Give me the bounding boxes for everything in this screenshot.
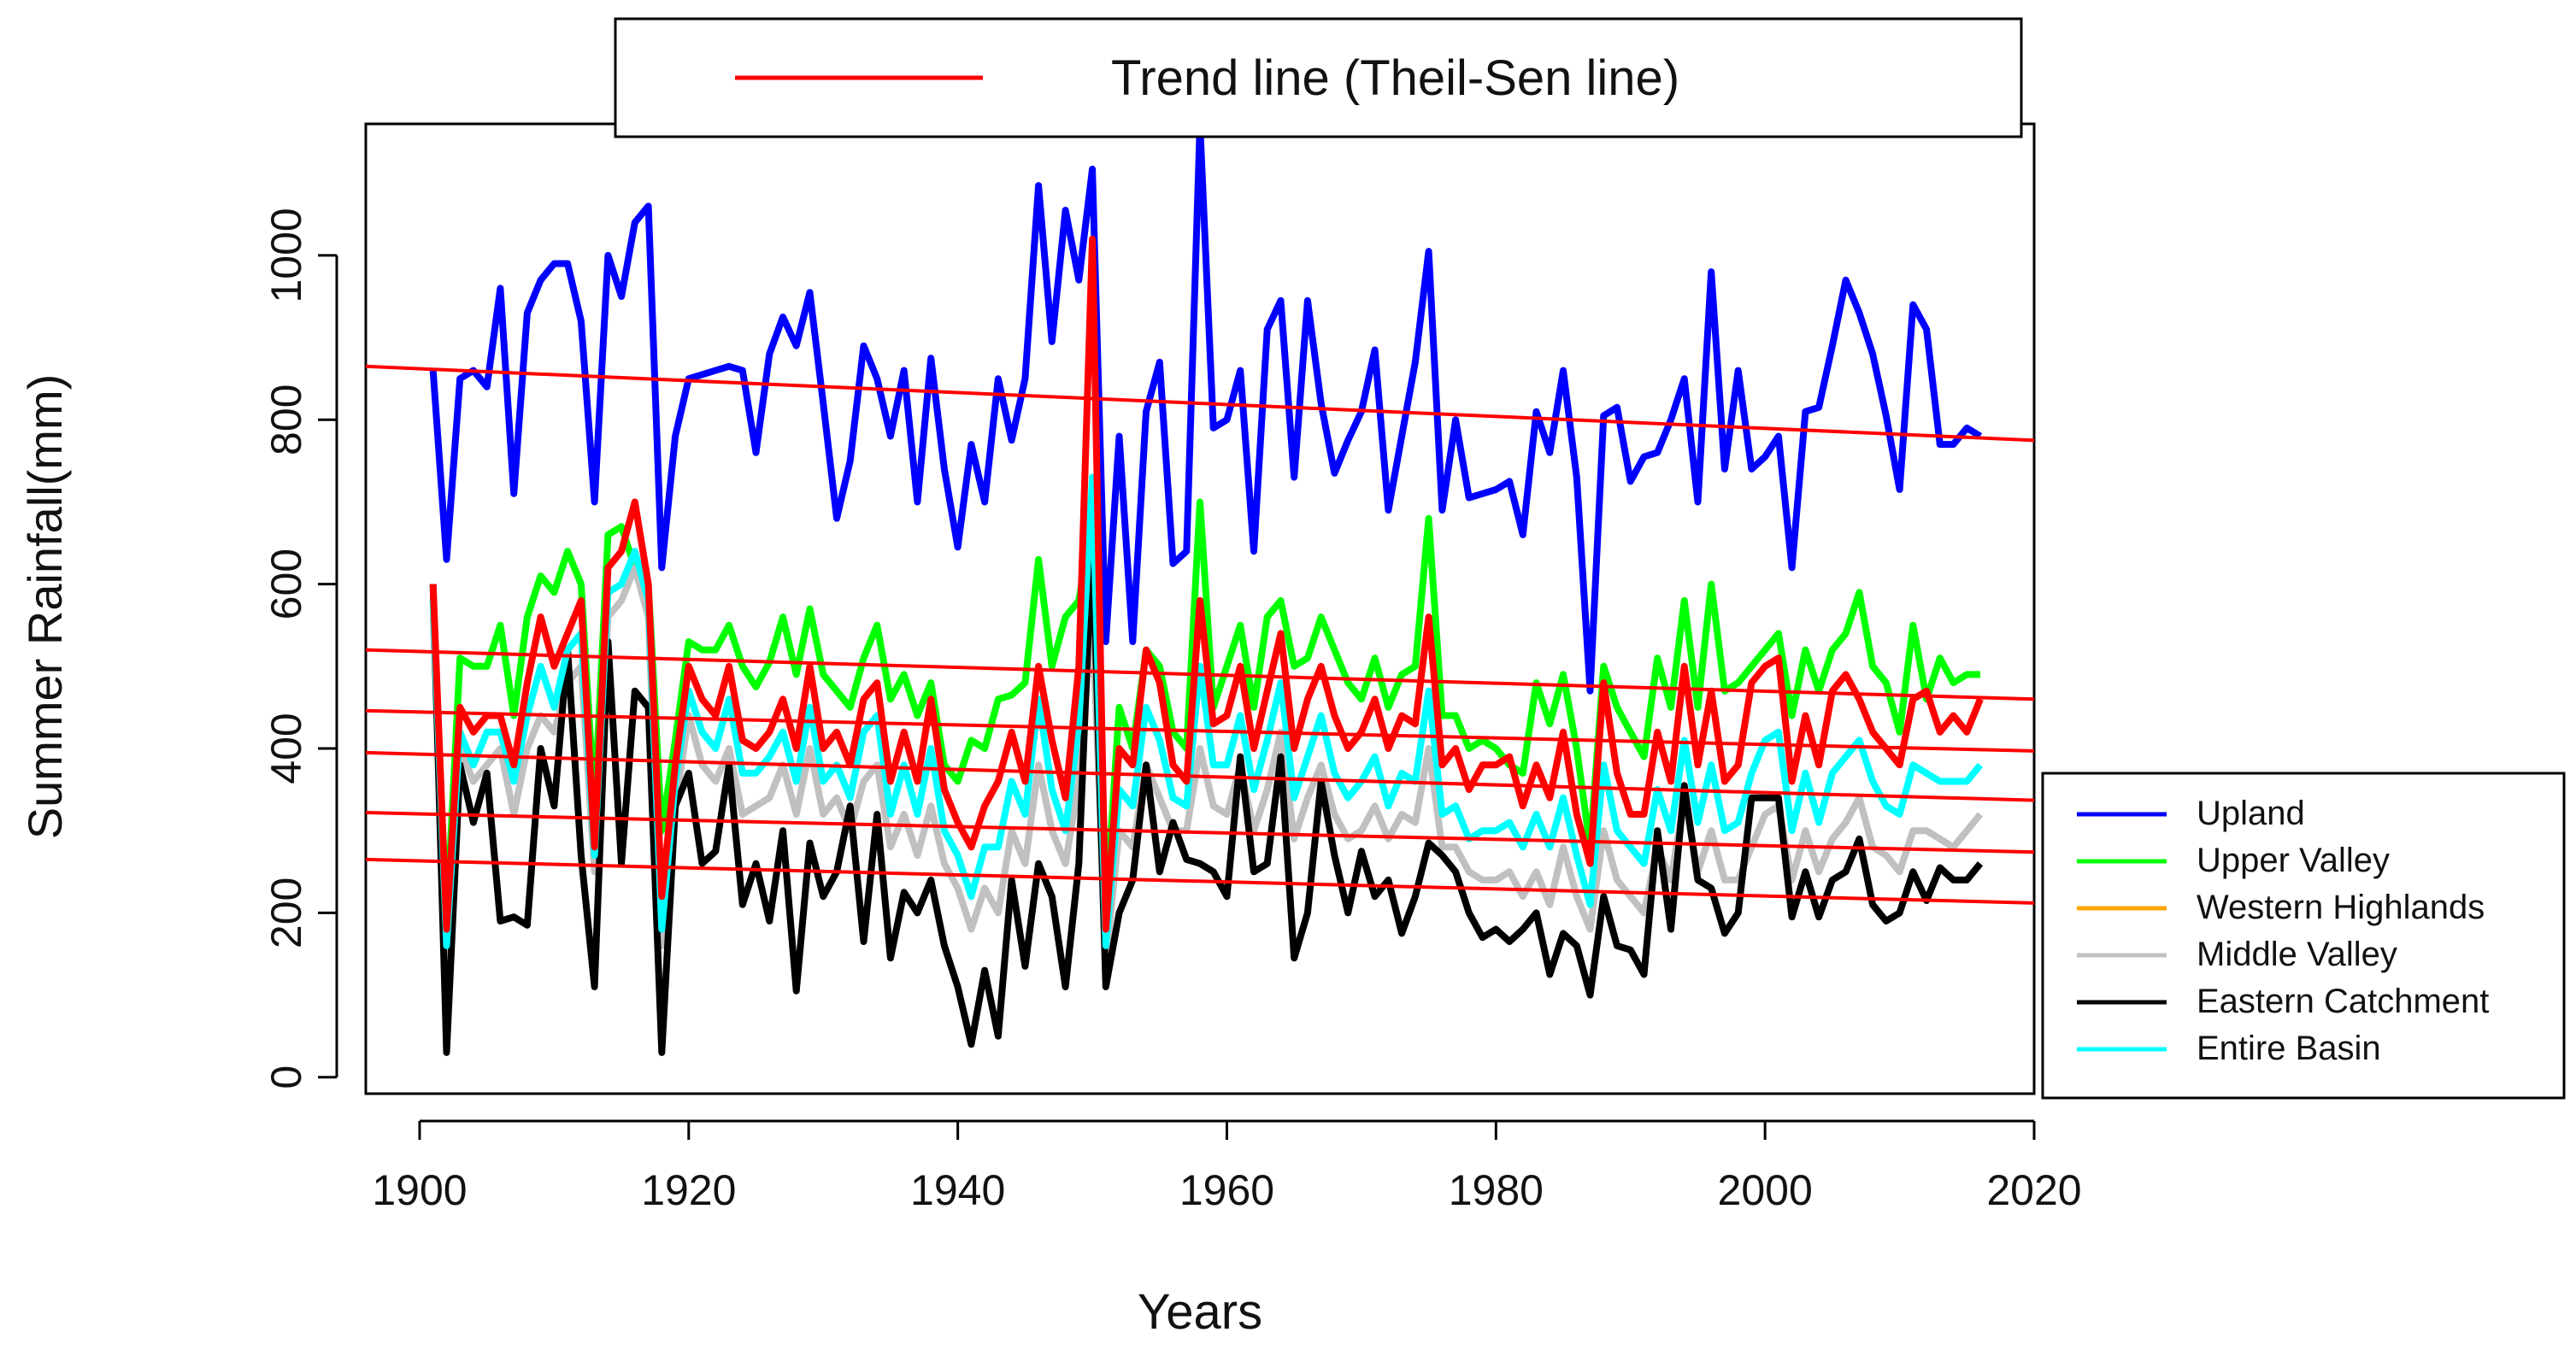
x-tick-label: 2000 <box>1718 1166 1813 1214</box>
x-axis-title: Years <box>1138 1284 1262 1340</box>
y-axis: 0 200 400 600 800 1000 <box>262 208 338 1089</box>
y-tick-label: 600 <box>262 549 310 619</box>
series-legend-box <box>2041 772 2566 1100</box>
legend-label-middle-valley: Middle Valley <box>2197 936 2397 973</box>
trend-legend-label: Trend line (Theil-Sen line) <box>1111 50 1679 106</box>
x-tick-label: 1940 <box>910 1166 1005 1214</box>
data-series <box>429 120 1984 1056</box>
legend-label-entire-basin: Entire Basin <box>2197 1030 2381 1067</box>
legend-label-eastern-catchment: Eastern Catchment <box>2197 983 2489 1020</box>
series-line-upland <box>429 120 1983 695</box>
legend-label-upland: Upland <box>2197 795 2305 832</box>
y-tick-label: 800 <box>262 384 310 455</box>
series-legend: Upland Upper Valley Western Highlands Middl… <box>2041 772 2566 1100</box>
x-tick-label: 1960 <box>1179 1166 1274 1214</box>
y-axis-title: Summer Rainfall(mm) <box>18 374 72 840</box>
trend-line-upper-valley-trend <box>365 648 2035 701</box>
trend-line-eastern-catchment-trend <box>365 857 2035 905</box>
trend-lines <box>365 364 2035 905</box>
series-line-upper-valley <box>429 498 1980 924</box>
trend-legend: Trend line (Theil-Sen line) <box>614 17 2023 138</box>
trend-line-middle-valley-trend <box>365 811 2035 854</box>
series-line-eastern-catchment <box>429 531 1984 1056</box>
y-tick-label: 200 <box>262 878 310 948</box>
legend-label-upper-valley: Upper Valley <box>2197 842 2390 879</box>
series-line-entire-basin <box>429 473 1984 949</box>
y-tick-label: 0 <box>262 1065 310 1089</box>
x-axis: 1900 1920 1940 1960 1980 2000 2020 <box>372 1119 2082 1214</box>
y-tick-label: 400 <box>262 713 310 784</box>
trend-line-western-highlands-trend <box>365 708 2035 753</box>
trend-line-upland-trend <box>365 364 2035 443</box>
series-line-western-highlands <box>429 235 1984 933</box>
x-tick-label: 2020 <box>1986 1166 2081 1214</box>
legend-label-western-highlands: Western Highlands <box>2197 889 2485 926</box>
x-tick-label: 1980 <box>1449 1166 1544 1214</box>
x-tick-label: 1900 <box>372 1166 467 1214</box>
trend-line-entire-basin-trend <box>365 750 2035 802</box>
y-tick-label: 1000 <box>262 208 310 302</box>
x-tick-label: 1920 <box>641 1166 736 1214</box>
